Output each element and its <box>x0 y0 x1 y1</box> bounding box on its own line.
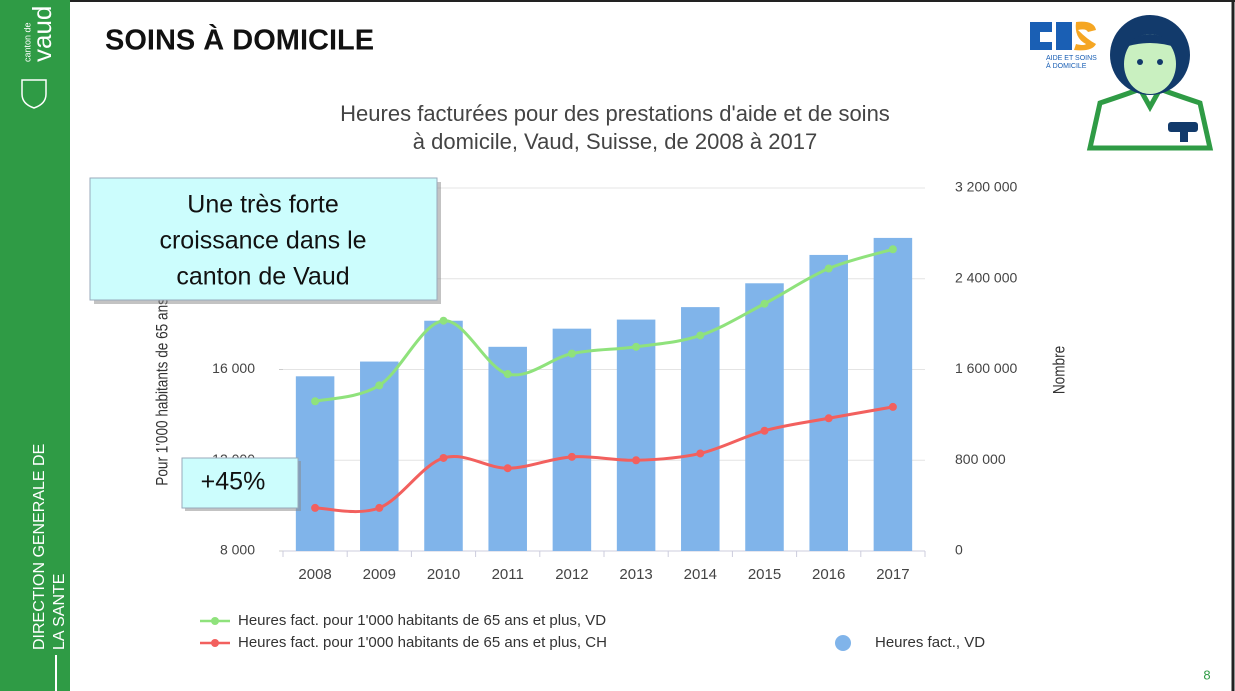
y2-tick-label: 800 000 <box>955 451 1006 467</box>
bar <box>809 254 848 551</box>
nurse-fringe <box>1122 34 1178 48</box>
line-marker <box>824 414 833 423</box>
line-marker <box>632 456 641 465</box>
line-marker <box>311 503 320 512</box>
bar <box>488 346 527 551</box>
line-marker <box>439 316 448 325</box>
line-marker <box>439 453 448 462</box>
x-tick-label: 2009 <box>363 566 396 583</box>
line-marker <box>760 299 769 308</box>
legend-label: Heures fact. pour 1'000 habitants de 65 … <box>238 634 607 651</box>
bar <box>295 376 335 551</box>
line-marker <box>824 264 833 273</box>
line-marker <box>760 426 769 435</box>
line <box>315 405 894 514</box>
line-marker <box>632 342 641 351</box>
callout-text: Une très forte <box>187 191 338 219</box>
y-tick-label: 8 000 <box>220 542 255 558</box>
logo-large: vaud <box>27 6 57 62</box>
nurse-eye <box>1157 59 1163 65</box>
bar <box>873 237 913 551</box>
legend-label: Heures fact., VD <box>875 634 985 651</box>
nurse-icon <box>1086 15 1214 151</box>
nurse-badge <box>1180 130 1188 142</box>
callout-text: +45% <box>201 468 266 496</box>
line <box>314 247 894 403</box>
y2-tick-label: 2 400 000 <box>955 269 1017 285</box>
callout-box <box>181 457 299 509</box>
line-marker <box>696 449 705 458</box>
y-axis-label: Pour 1'000 habitants de 65 ans et plus <box>153 254 172 486</box>
y2-tick-label: 3 200 000 <box>955 179 1017 195</box>
bar <box>552 328 592 551</box>
bar <box>360 361 399 551</box>
nurse-face <box>1124 34 1176 94</box>
line-marker <box>696 331 705 340</box>
legend-marker <box>835 635 851 651</box>
y2-tick-label: 0 <box>955 542 963 558</box>
legend-label: Heures fact. pour 1'000 habitants de 65 … <box>238 612 606 629</box>
legend-marker <box>211 617 219 625</box>
line-marker <box>375 381 384 390</box>
x-tick-label: 2008 <box>298 566 331 583</box>
brand-logo: AIDE ET SOINS À DOMICILE <box>1030 21 1097 70</box>
page-number: 8 <box>1203 667 1210 682</box>
logo-shape <box>1074 21 1096 51</box>
logo-shield <box>21 79 47 109</box>
bar <box>424 320 463 551</box>
y-tick-label: 16 000 <box>212 360 255 376</box>
x-tick-label: 2013 <box>619 566 652 583</box>
x-tick-label: 2010 <box>427 566 460 583</box>
bar <box>681 307 720 551</box>
nurse-badge <box>1168 122 1198 132</box>
nurse-eye <box>1137 59 1143 65</box>
legend-marker <box>211 639 219 647</box>
y2-tick-label: 1 600 000 <box>955 360 1017 376</box>
bar <box>745 283 784 551</box>
line-marker <box>375 503 384 512</box>
bar <box>616 319 656 551</box>
callouts: Une très forte croissance dans le canton… <box>89 177 441 511</box>
chart-title: Heures facturées pour des prestations d'… <box>340 101 890 126</box>
slide-title: SOINS À DOMICILE <box>105 23 374 57</box>
x-tick-label: 2017 <box>876 566 909 583</box>
brand-tagline: À DOMICILE <box>1046 61 1087 70</box>
x-tick-label: 2012 <box>555 566 588 583</box>
logo-shape <box>1056 22 1072 50</box>
x-tick-label: 2015 <box>748 566 781 583</box>
callout-text: croissance dans le <box>159 227 366 255</box>
line-marker <box>567 349 576 358</box>
callout-text: canton de Vaud <box>176 263 349 291</box>
chart: Heures facturées pour des prestations d'… <box>153 101 1069 651</box>
x-tick-label: 2011 <box>492 566 524 583</box>
y2-axis-label: Nombre <box>1050 346 1069 394</box>
line-marker <box>888 245 897 254</box>
line-marker <box>567 452 576 461</box>
line-marker <box>503 370 512 379</box>
chart-title: à domicile, Vaud, Suisse, de 2008 à 2017 <box>413 129 817 154</box>
logo: canton de vaud <box>22 6 57 62</box>
x-tick-label: 2014 <box>684 566 717 583</box>
logo-shape <box>1030 22 1052 50</box>
x-tick-label: 2016 <box>812 566 845 583</box>
department-line: DIRECTION GENERALE DE <box>31 444 48 650</box>
department: DIRECTION GENERALE DE LA SANTE <box>31 444 68 650</box>
department-line: LA SANTE <box>51 574 68 650</box>
callout-box <box>89 177 438 301</box>
line-marker <box>888 402 897 411</box>
brand-tagline: AIDE ET SOINS <box>1046 55 1097 62</box>
sidebar <box>0 0 70 691</box>
line-marker <box>311 397 320 406</box>
logo-small: canton de <box>22 22 32 62</box>
line-marker <box>503 464 512 473</box>
